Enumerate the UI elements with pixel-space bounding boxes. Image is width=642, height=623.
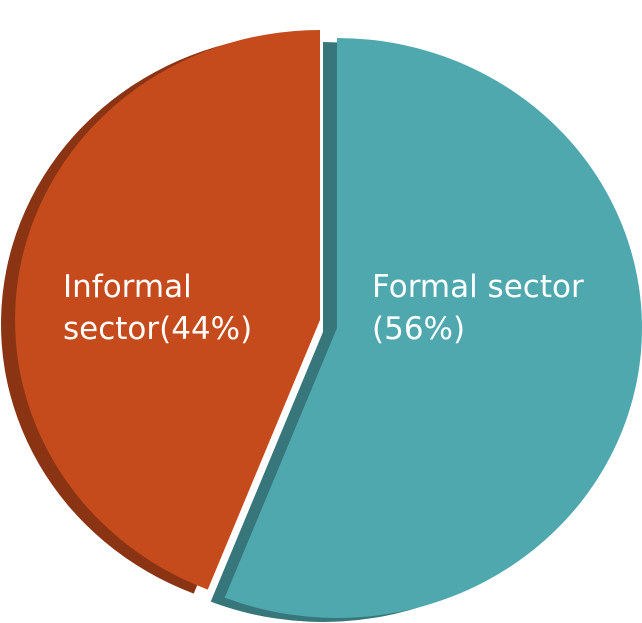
pie-slice <box>224 38 642 618</box>
pie-slice <box>14 30 320 590</box>
slice-label: Informal sector(44%) <box>63 269 253 347</box>
slice-label: Formal sector (56%) <box>372 269 584 347</box>
